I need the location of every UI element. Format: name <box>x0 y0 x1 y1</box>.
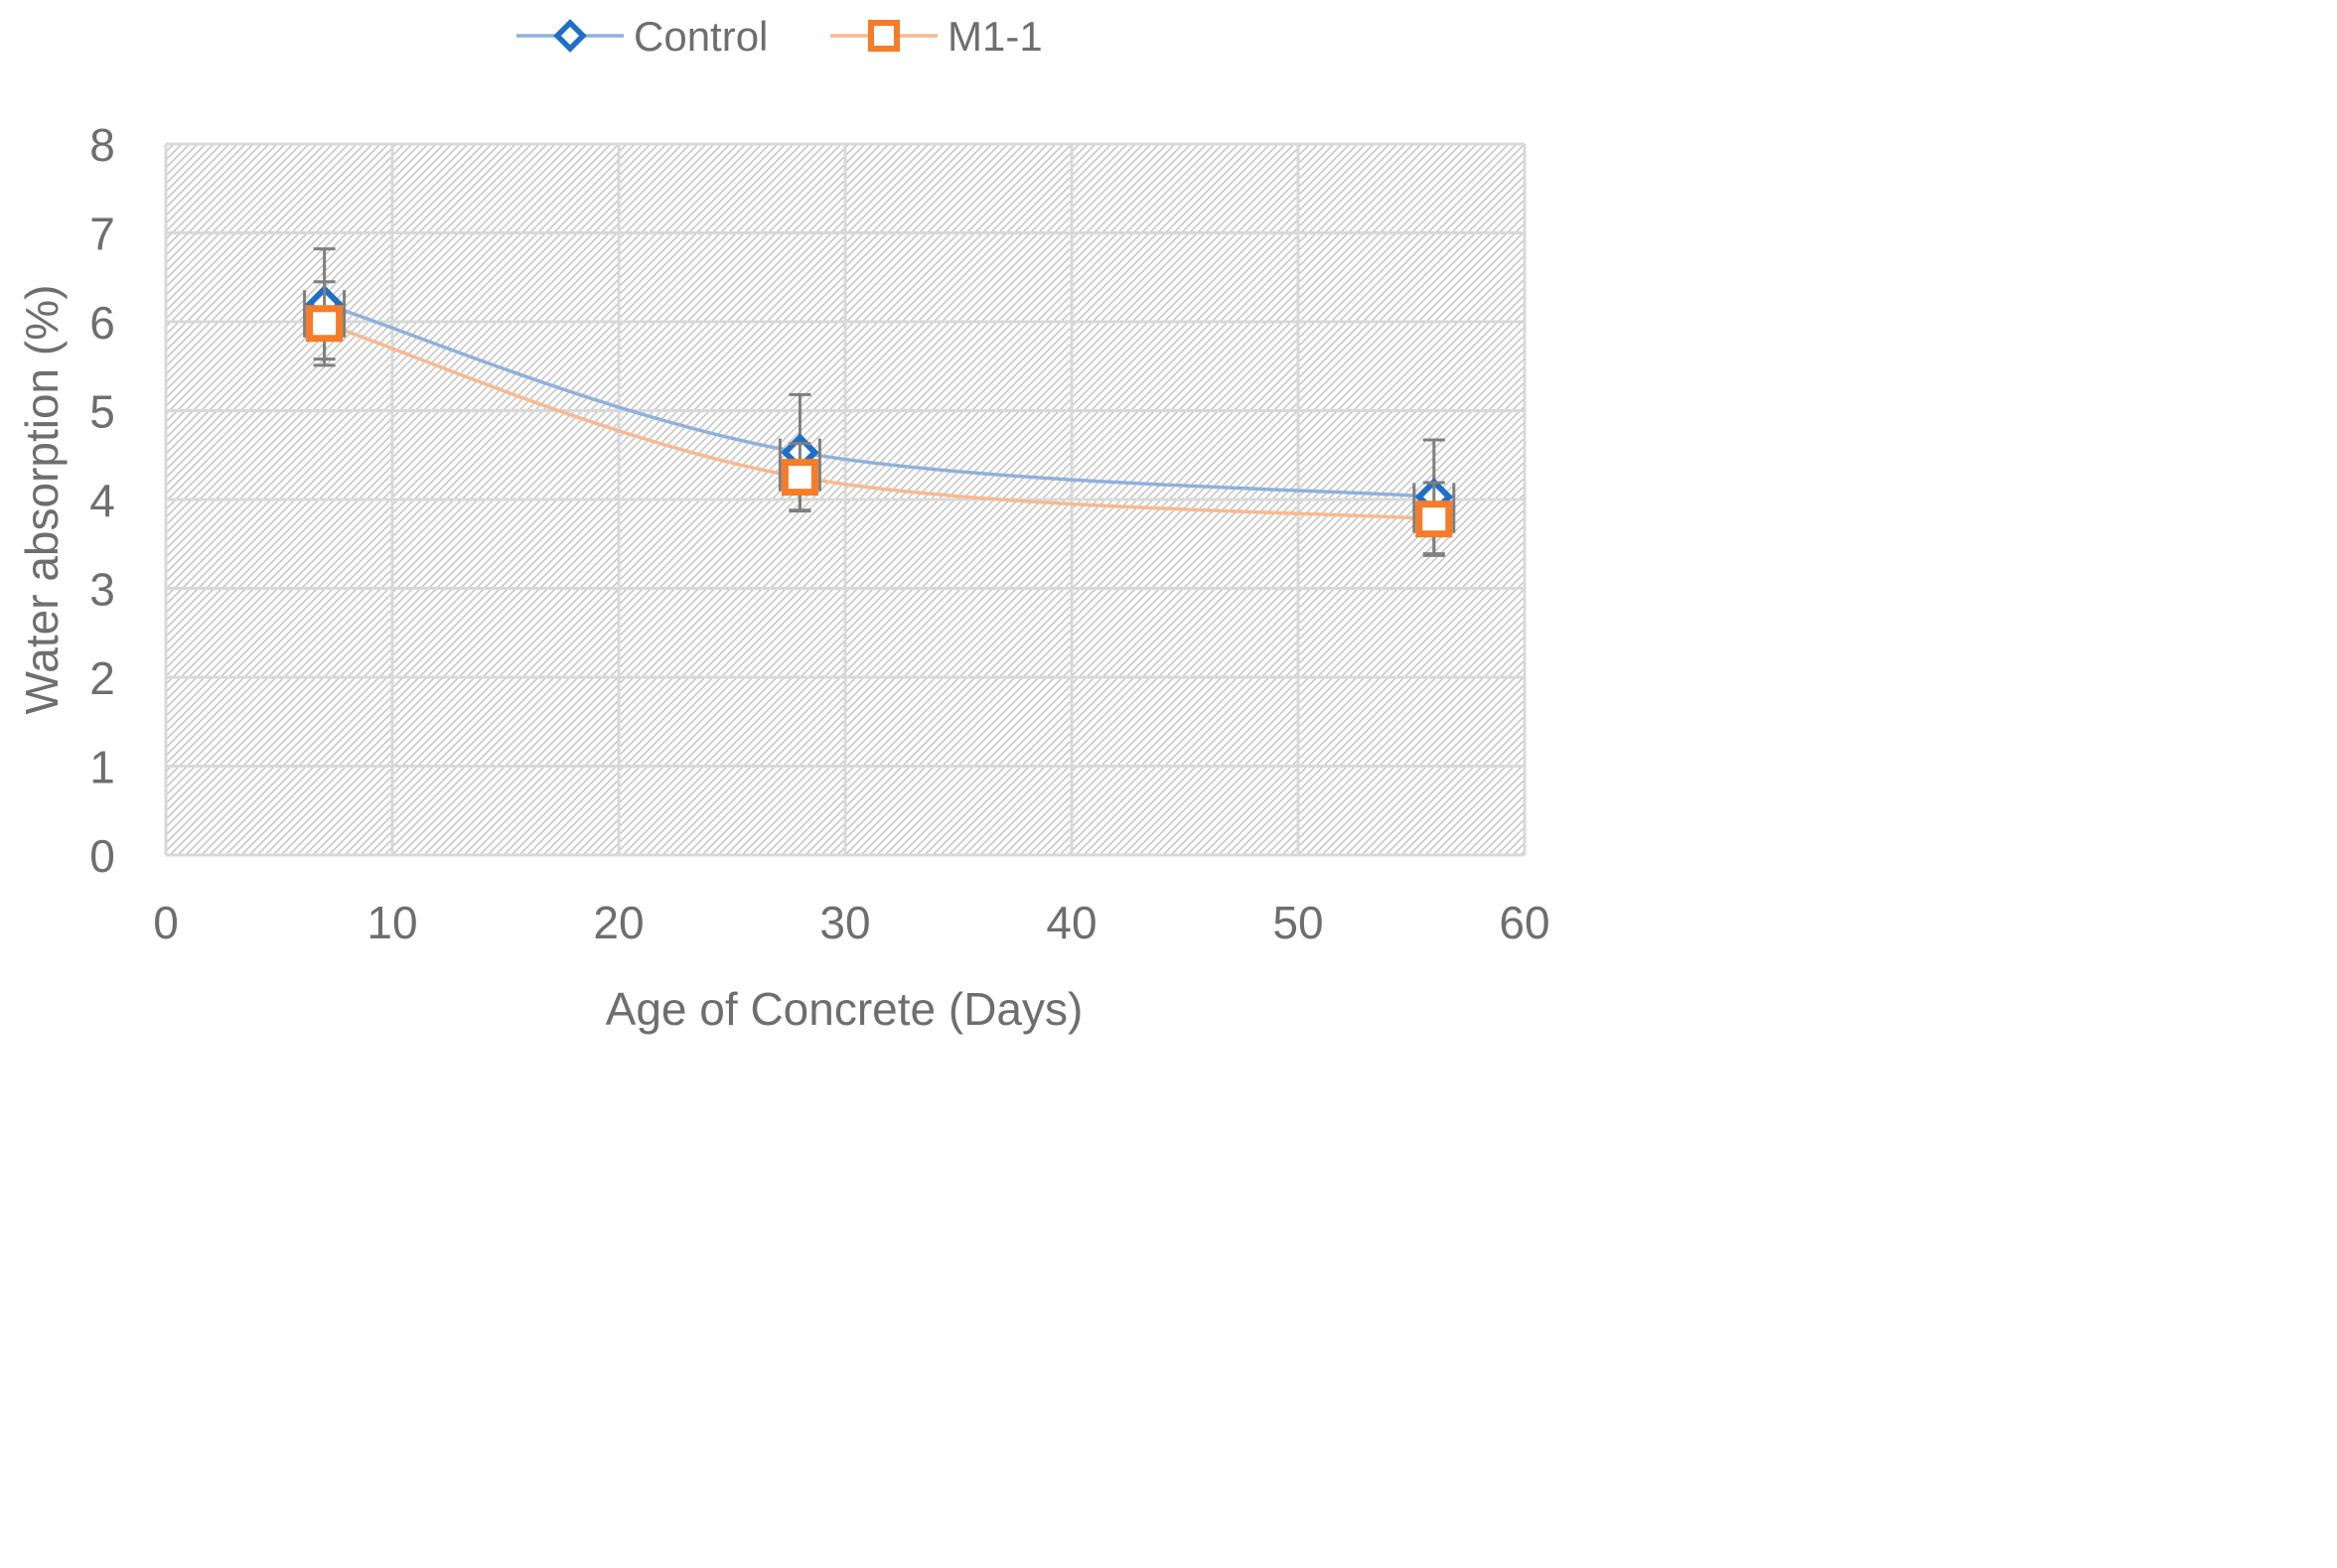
x-axis-title: Age of Concrete (Days) <box>606 983 1084 1035</box>
x-tick-label: 50 <box>1272 897 1323 948</box>
data-point <box>781 459 818 497</box>
legend-item: Control <box>516 13 768 60</box>
y-tick-label: 5 <box>89 386 115 438</box>
legend-label: M1-1 <box>948 13 1043 60</box>
legend-marker <box>868 20 900 52</box>
x-tick-label: 20 <box>593 897 644 948</box>
legend-marker <box>553 19 587 53</box>
x-tick-label: 0 <box>153 897 179 948</box>
x-tick-labels: 0 10 20 30 40 50 60 <box>153 897 1549 948</box>
y-tick-label: 2 <box>89 652 115 704</box>
gridlines <box>164 142 1527 857</box>
series-m1-1 <box>303 280 1456 557</box>
data-point <box>1415 500 1453 538</box>
y-tick-label: 8 <box>89 119 115 171</box>
legend-item: M1-1 <box>830 13 1043 60</box>
legend: Control M1-1 <box>516 13 1043 60</box>
y-tick-label: 4 <box>89 475 115 526</box>
data-point <box>306 305 344 343</box>
y-tick-label: 6 <box>89 297 115 349</box>
series-layer <box>303 247 1456 557</box>
y-tick-labels: 0 1 2 3 4 5 6 7 8 <box>89 119 115 882</box>
water-absorption-chart: 0 1 2 3 4 5 6 7 8 0 10 20 30 40 50 60 Control M1-1 Age … <box>16 13 1550 1035</box>
x-tick-label: 40 <box>1046 897 1096 948</box>
x-tick-label: 60 <box>1499 897 1549 948</box>
x-tick-label: 10 <box>366 897 417 948</box>
legend-label: Control <box>634 13 768 60</box>
y-tick-label: 0 <box>89 830 115 882</box>
y-tick-label: 7 <box>89 209 115 260</box>
x-tick-label: 30 <box>819 897 870 948</box>
y-tick-label: 3 <box>89 564 115 616</box>
y-axis-title: Water absorption (%) <box>16 285 68 715</box>
y-tick-label: 1 <box>89 742 115 793</box>
